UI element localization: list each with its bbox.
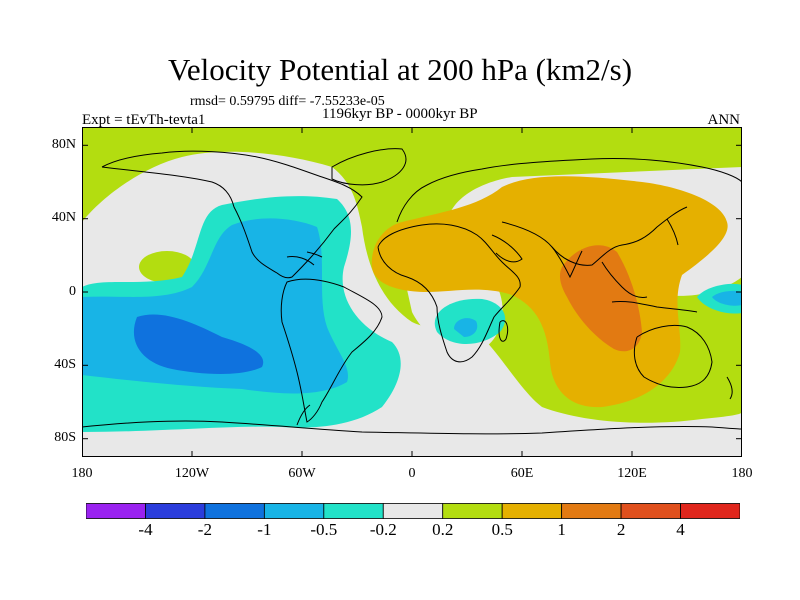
season-label: ANN: [707, 112, 741, 128]
map-title: Velocity Potential at 200 hPa (km2/s): [167, 52, 633, 87]
coast-north-america: [101, 150, 363, 279]
y-tick-label: 80S: [54, 430, 76, 445]
coast-south-america: [280, 278, 383, 423]
coast-madagascar: [498, 320, 509, 342]
colorbar-box: [204, 503, 265, 519]
colorbar-label: -4: [138, 520, 153, 539]
colorbar-label: -1: [257, 520, 272, 539]
coastlines: [82, 148, 742, 435]
field-lightblue-mozambique: [454, 318, 478, 337]
colorbar-label: 0.5: [491, 520, 513, 539]
coast-arabia: [491, 234, 523, 263]
field-darkorange-core: [559, 245, 642, 352]
coast-antarctic-peninsula: [296, 404, 311, 426]
coast-india: [551, 246, 583, 279]
stats-subtitle: rmsd= 0.59795 diff= -7.55233e-05: [190, 94, 385, 109]
colorbar: [86, 503, 740, 519]
field-orange-region: [371, 176, 728, 408]
colorbar-label: 1: [557, 520, 566, 539]
y-tick-label: 80N: [51, 137, 76, 152]
colorbar-label: -2: [197, 520, 212, 539]
colorbar-box: [501, 503, 563, 519]
colorbar-box: [680, 503, 740, 519]
colorbar-label: 2: [616, 520, 626, 539]
velocity-potential-map: [82, 127, 742, 457]
x-tick-label: 180: [731, 466, 753, 481]
x-tick-label: 120W: [174, 466, 210, 481]
coast-caribbean: [286, 251, 323, 266]
x-tick-label: 60E: [510, 466, 534, 481]
y-tick-label: 40N: [51, 210, 76, 225]
field-lightblue-eastpacific: [712, 290, 742, 306]
y-tick-label: 40S: [54, 357, 76, 372]
colorbar-box: [561, 503, 622, 519]
coast-africa: [377, 223, 521, 363]
colorbar-box: [442, 503, 503, 519]
colorbar-label: 0.2: [432, 520, 454, 539]
map-ticks: [82, 127, 742, 457]
coast-greenland: [331, 148, 407, 186]
colorbar-box: [145, 503, 206, 519]
coast-se-asia: [601, 261, 648, 298]
y-tick-label: 0: [69, 284, 76, 299]
coast-europe-asia: [396, 157, 742, 266]
colorbar-label: -0.2: [369, 520, 397, 539]
colorbar-box: [323, 503, 384, 519]
coast-australia: [633, 324, 713, 388]
colorbar-box: [382, 503, 444, 519]
x-tick-label: 120E: [617, 466, 647, 481]
coast-indonesia: [611, 301, 698, 313]
coast-antarctica: [82, 420, 742, 435]
coast-japan: [666, 218, 679, 246]
period-label: 1196kyr BP - 0000kyr BP: [322, 106, 478, 122]
coast-new-zealand: [726, 376, 733, 400]
colorbar-box: [86, 503, 146, 519]
field-pacific-patch: [139, 251, 195, 283]
experiment-label: Expt = tEvTh-tevta1: [82, 112, 206, 128]
field-blue-core: [133, 314, 264, 374]
colorbar-box: [620, 503, 681, 519]
colorbar-box: [263, 503, 325, 519]
x-tick-label: 60W: [288, 466, 316, 481]
x-tick-label: 0: [408, 466, 416, 481]
colorbar-label: -0.5: [310, 520, 338, 539]
colorbar-label: 4: [676, 520, 685, 539]
x-tick-label: 180: [71, 466, 93, 481]
